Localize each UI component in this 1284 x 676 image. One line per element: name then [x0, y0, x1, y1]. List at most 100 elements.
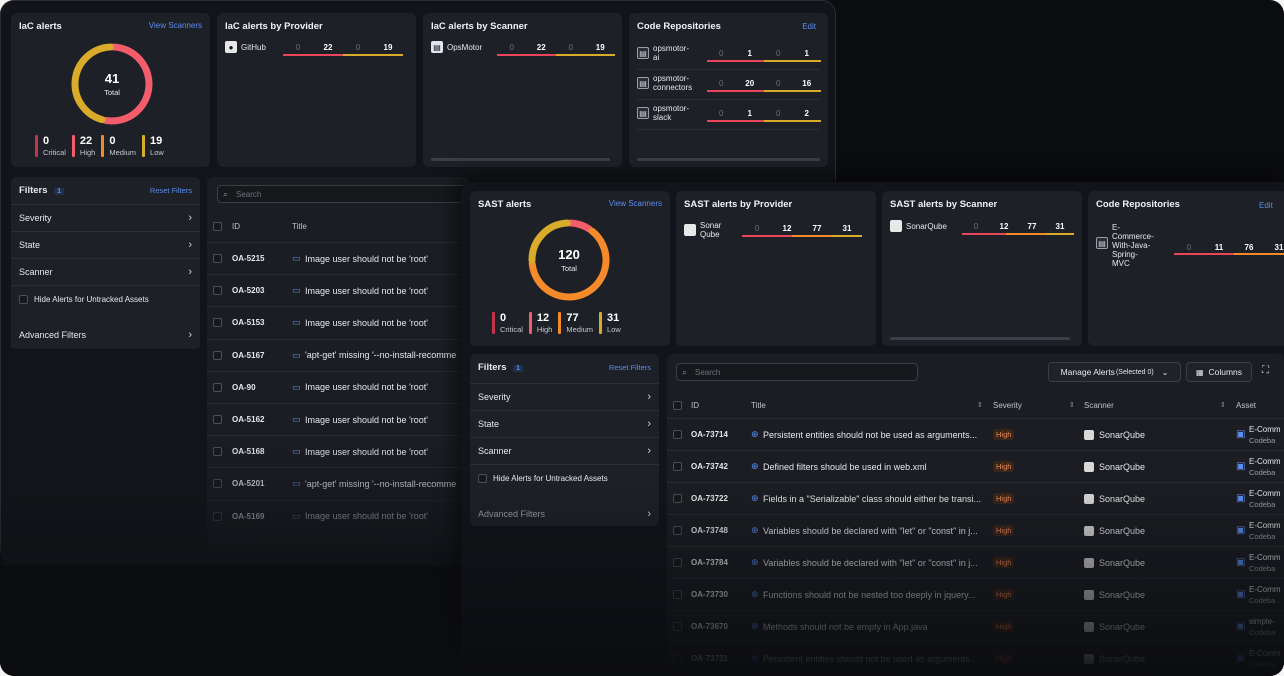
repo-row-ecommerce[interactable]: ▤ E- Commerce- With-Java- Spring- MVC — [1096, 223, 1280, 268]
iac-view-scanners-link[interactable]: View Scanners — [148, 21, 202, 30]
alert-id[interactable]: OA-5201 — [232, 479, 265, 489]
row-checkbox[interactable] — [213, 382, 222, 392]
filter-severity[interactable]: Severity › — [470, 383, 659, 410]
asset-cell[interactable]: simple- Codeba — [1249, 616, 1275, 638]
table-row[interactable]: OA-73670 ⊕ Methods should not be empty i… — [667, 610, 1284, 642]
alert-id[interactable]: OA-73742 — [691, 462, 728, 471]
row-checkbox[interactable] — [213, 415, 222, 424]
checkbox[interactable] — [19, 294, 28, 304]
legend-critical[interactable]: 0 Critical — [492, 312, 523, 334]
advanced-filters[interactable]: Advanced Filters › — [11, 321, 200, 348]
alert-title[interactable]: Defined filters should be used in web.xm… — [763, 461, 927, 472]
asset-cell[interactable]: E-Comm Codeba — [1249, 456, 1281, 478]
asset-cell[interactable]: E-Comm Codeba — [1249, 584, 1281, 606]
legend-high[interactable]: 22 High — [71, 135, 95, 157]
sort-icon[interactable]: ⇕ — [1220, 402, 1226, 409]
sast-search-input[interactable]: ⌕ Search — [676, 363, 918, 381]
donut-segment-low[interactable] — [71, 43, 114, 124]
table-row[interactable]: OA-5153 ▭ Image user should not be 'root… — [207, 306, 469, 338]
provider-row-github[interactable]: ● GitHub — [225, 41, 408, 53]
table-row[interactable]: OA-73730 ⊕ Functions should not be neste… — [667, 578, 1284, 610]
donut-segment-high[interactable] — [567, 219, 593, 233]
alert-title[interactable]: Functions should not be nested too deepl… — [763, 589, 976, 600]
alert-id[interactable]: OA-90 — [232, 382, 256, 392]
col-scanner[interactable]: Scanner — [1084, 400, 1114, 410]
alert-title[interactable]: Persistent entities should not be used a… — [763, 429, 978, 440]
hide-untracked-toggle[interactable]: Hide Alerts for Untracked Assets — [11, 285, 200, 312]
scanner-row-sonarqube[interactable]: SonarQube — [890, 220, 1074, 232]
alert-id[interactable]: OA-5162 — [232, 415, 265, 424]
advanced-filters[interactable]: Advanced Filters › — [470, 500, 659, 527]
repo-row[interactable]: ▤ opsmotor-slack — [637, 104, 820, 122]
horizontal-scrollbar[interactable] — [890, 337, 1070, 340]
alert-id[interactable]: OA-5203 — [232, 286, 265, 296]
table-row[interactable]: OA-5203 ▭ Image user should not be 'root… — [207, 274, 469, 306]
col-asset[interactable]: Asset — [1236, 400, 1257, 410]
alert-id[interactable]: OA-73748 — [691, 526, 728, 535]
reset-filters-link[interactable]: Reset Filters — [149, 186, 192, 195]
table-row[interactable]: OA-5168 ▭ Image user should not be 'root… — [207, 435, 469, 467]
row-checkbox[interactable] — [673, 558, 682, 567]
table-row[interactable]: OA-73722 ⊕ Fields in a "Serializable" cl… — [667, 482, 1284, 514]
alert-id[interactable]: OA-73730 — [691, 590, 728, 599]
repo-row[interactable]: ▤ opsmotor-ai — [637, 44, 820, 62]
legend-low[interactable]: 31 Low — [599, 312, 621, 334]
asset-cell[interactable]: E-Comm Codeba — [1249, 552, 1281, 574]
row-checkbox[interactable] — [213, 318, 222, 328]
legend-low[interactable]: 19 Low — [142, 135, 164, 157]
alert-id[interactable]: OA-73670 — [691, 622, 728, 631]
row-checkbox[interactable] — [673, 462, 682, 471]
alert-title[interactable]: Image user should not be 'root' — [305, 317, 429, 328]
alert-id[interactable]: OA-5167 — [232, 350, 265, 360]
asset-cell[interactable]: E-Comm Codeba — [1249, 520, 1281, 542]
table-row[interactable]: OA-73714 ⊕ Persistent entities should no… — [667, 418, 1284, 450]
alert-title[interactable]: Image user should not be 'root' — [305, 253, 429, 264]
alert-id[interactable]: OA-5169 — [232, 511, 265, 521]
col-title[interactable]: Title — [292, 221, 307, 231]
provider-row-sonarqube[interactable]: Sonar Qube — [684, 221, 868, 239]
filter-severity[interactable]: Severity › — [11, 204, 200, 231]
table-row[interactable]: OA-90 ▭ Image user should not be 'root' — [207, 370, 469, 403]
alert-title[interactable]: Variables should be declared with "let" … — [763, 557, 978, 568]
table-row[interactable]: OA-73731 ⊕ Persistent entities should no… — [667, 642, 1284, 674]
select-all-checkbox[interactable] — [213, 221, 222, 231]
alert-id[interactable]: OA-73731 — [691, 654, 728, 663]
columns-button[interactable]: ▦ Columns — [1186, 362, 1252, 382]
iac-repos-edit-link[interactable]: Edit — [802, 22, 816, 31]
alert-title[interactable]: Variables should be declared with "let" … — [763, 525, 978, 536]
row-checkbox[interactable] — [673, 494, 682, 503]
table-row[interactable]: OA-73742 ⊕ Defined filters should be use… — [667, 450, 1284, 482]
row-checkbox[interactable] — [213, 511, 222, 521]
alert-id[interactable]: OA-5153 — [232, 318, 265, 328]
table-row[interactable]: OA-5169 ▭ Image user should not be 'root… — [207, 499, 469, 532]
row-checkbox[interactable] — [673, 430, 682, 439]
alert-title[interactable]: Fields in a "Serializable" class should … — [763, 493, 981, 504]
filter-state[interactable]: State › — [11, 231, 200, 258]
table-row[interactable]: OA-73784 ⊕ Variables should be declared … — [667, 546, 1284, 578]
asset-cell[interactable]: E-Comm Codeba — [1249, 488, 1281, 510]
donut-segment-low[interactable] — [528, 219, 571, 264]
donut-segment-high[interactable] — [101, 43, 153, 125]
horizontal-scrollbar[interactable] — [637, 158, 820, 161]
sast-repos-edit-link[interactable]: Edit — [1259, 201, 1273, 210]
alert-title[interactable]: Image user should not be 'root' — [305, 285, 429, 296]
sort-icon[interactable]: ⇕ — [1069, 402, 1075, 409]
filter-scanner[interactable]: Scanner › — [11, 258, 200, 285]
iac-search-input[interactable]: ⌕ Search — [217, 185, 467, 203]
repo-row[interactable]: ▤ opsmotor-connectors — [637, 74, 820, 92]
alert-title[interactable]: Image user should not be 'root' — [305, 382, 429, 393]
asset-cell[interactable]: E-Comm Codeba — [1249, 424, 1281, 446]
alert-id[interactable]: OA-73722 — [691, 494, 728, 503]
alert-title[interactable]: Persistent entities should not be used a… — [763, 653, 978, 664]
asset-cell[interactable]: E-Comm Codeba — [1249, 648, 1281, 670]
alert-title[interactable]: Methods should not be empty in App.java — [763, 621, 928, 632]
table-row[interactable]: OA-73748 ⊕ Variables should be declared … — [667, 514, 1284, 546]
row-checkbox[interactable] — [673, 526, 682, 535]
manage-alerts-dropdown[interactable]: Manage Alerts (Selected 0) ⌄ — [1048, 362, 1181, 382]
row-checkbox[interactable] — [213, 254, 222, 263]
row-checkbox[interactable] — [213, 447, 222, 457]
alert-title[interactable]: Image user should not be 'root' — [305, 446, 429, 457]
legend-medium[interactable]: 0 Medium — [101, 135, 136, 157]
table-row[interactable]: OA-5167 ▭ 'apt-get' missing '--no-instal… — [207, 338, 469, 371]
alert-title[interactable]: 'apt-get' missing '--no-install-recomme — [305, 350, 457, 361]
